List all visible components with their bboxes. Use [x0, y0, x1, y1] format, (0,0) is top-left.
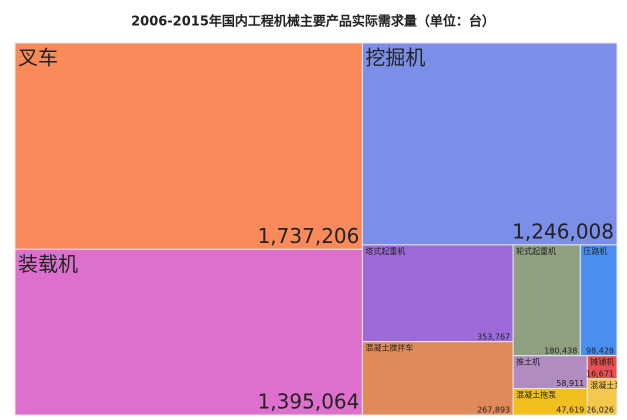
tile-value: 1,246,008 — [512, 219, 614, 243]
tile-value: 98,428 — [586, 346, 614, 355]
tile-label: 混凝土拖泵 — [516, 389, 556, 399]
tile-label: 摊铺机 — [590, 357, 614, 367]
tile-label: 推土机 — [516, 357, 540, 367]
tile-value: 1,395,064 — [258, 390, 360, 414]
tile-label: 混凝土泵车 — [590, 380, 627, 390]
tile: 推土机 58,911 — [512, 355, 588, 389]
tile-value: 353,767 — [477, 332, 510, 341]
tile-rect — [14, 42, 363, 250]
tile: 摊铺机 16,671 — [586, 355, 618, 380]
tile: 混凝土泵车 26,026 — [586, 378, 627, 416]
tile: 装载机 1,395,064 — [14, 248, 363, 416]
tile-label: 轮式起重机 — [516, 246, 556, 256]
tile-rect — [361, 244, 514, 343]
tile-value: 26,026 — [586, 406, 614, 415]
tile: 轮式起重机 180,438 — [512, 244, 581, 357]
tile-value: 47,619 — [556, 406, 584, 415]
tile-label: 混凝土搅拌车 — [365, 343, 413, 353]
tile-rect — [579, 244, 618, 357]
tile: 挖掘机 1,246,008 — [361, 42, 618, 246]
tile-label: 塔式起重机 — [365, 246, 405, 256]
tile-rect — [512, 244, 581, 357]
tile-label: 叉车 — [18, 46, 58, 70]
chart-title: 2006-2015年国内工程机械主要产品实际需求量（单位：台） — [131, 14, 495, 30]
tile-value: 267,893 — [477, 406, 510, 415]
tile: 压路机 98,428 — [579, 244, 618, 357]
tile-rect — [361, 341, 514, 416]
tile-label: 装载机 — [18, 252, 78, 276]
tile-value: 1,737,206 — [258, 224, 360, 248]
tile-rect — [361, 42, 618, 246]
tile-label: 挖掘机 — [365, 46, 425, 70]
tile: 混凝土搅拌车 267,893 — [361, 341, 514, 416]
tile-value: 16,671 — [586, 370, 614, 379]
tile-rect — [586, 378, 618, 416]
tile-rect — [512, 355, 588, 389]
tile-label: 压路机 — [583, 246, 607, 256]
tile-value: 180,438 — [544, 346, 577, 355]
tile: 塔式起重机 353,767 — [361, 244, 514, 343]
tile-rect — [14, 248, 363, 416]
tile-value: 58,911 — [556, 379, 584, 388]
tile-rect — [512, 387, 588, 416]
tile: 叉车 1,737,206 — [14, 42, 363, 250]
